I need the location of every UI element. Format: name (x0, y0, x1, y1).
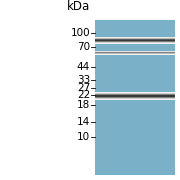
Bar (95, 51, 175, 52)
Bar (95, 54, 175, 55)
Text: 22: 22 (77, 90, 90, 100)
Bar (95, 38, 175, 39)
Bar (95, 93, 175, 94)
Bar (95, 37, 175, 38)
Bar (95, 94, 175, 95)
Bar (95, 39, 175, 40)
Bar (95, 99, 175, 100)
Bar (95, 92, 175, 93)
Bar (95, 53, 175, 54)
Bar (95, 97, 175, 98)
Text: 18: 18 (77, 100, 90, 110)
Bar (95, 96, 175, 97)
Text: 100: 100 (70, 28, 90, 38)
Bar (95, 42, 175, 43)
Bar (95, 92, 175, 93)
Bar (95, 40, 175, 41)
Bar (95, 97, 175, 98)
Bar (95, 41, 175, 42)
Bar (95, 52, 175, 53)
Bar (95, 98, 175, 99)
Text: 33: 33 (77, 75, 90, 85)
Bar (95, 40, 175, 41)
Text: 14: 14 (77, 117, 90, 127)
Bar (95, 54, 175, 55)
Bar (95, 39, 175, 40)
Bar (95, 98, 175, 99)
Text: 70: 70 (77, 42, 90, 52)
Bar (95, 38, 175, 39)
Text: 10: 10 (77, 132, 90, 142)
Bar (95, 94, 175, 95)
Text: 44: 44 (77, 62, 90, 73)
Bar (95, 37, 175, 38)
Bar (95, 20, 175, 175)
Text: kDa: kDa (67, 0, 90, 13)
Bar (95, 52, 175, 53)
Bar (95, 53, 175, 54)
Bar (95, 93, 175, 94)
Bar (95, 95, 175, 96)
Bar (95, 42, 175, 43)
Bar (95, 43, 175, 44)
Bar (95, 43, 175, 44)
Bar (95, 96, 175, 97)
Bar (95, 41, 175, 42)
Text: 27: 27 (77, 83, 90, 93)
Bar (95, 95, 175, 96)
Bar (95, 51, 175, 52)
Bar (95, 99, 175, 100)
